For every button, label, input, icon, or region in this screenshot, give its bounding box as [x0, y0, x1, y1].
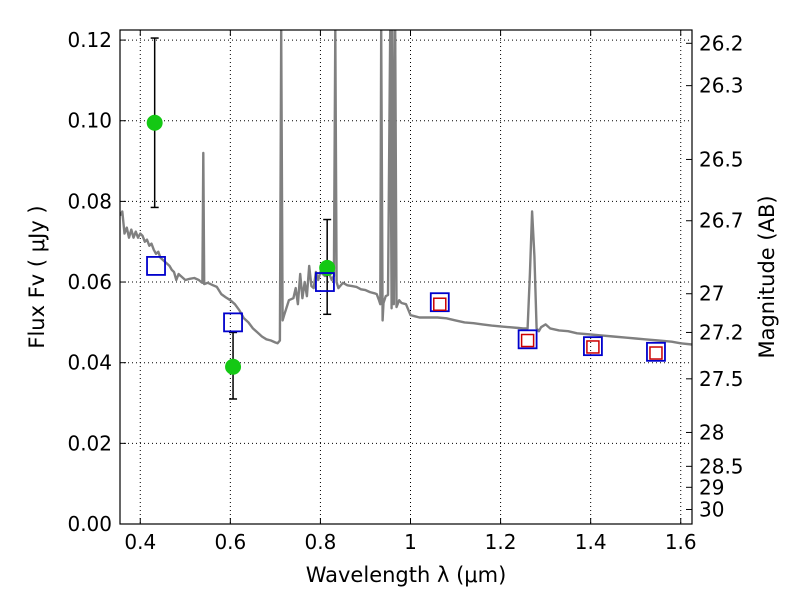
x-axis-ticks: 0.4 0.6 0.8 1 1.2 1.4 1.6 [124, 30, 697, 554]
x-tick-label: 0.6 [214, 530, 246, 554]
x-axis-title: Wavelength λ (μm) [306, 563, 507, 587]
model-flux-square [146, 256, 166, 276]
right-tick-label: 27.2 [699, 320, 744, 344]
right-axis-title: Magnitude (AB) [755, 195, 779, 358]
error-bars [150, 37, 332, 400]
right-tick-label: 28 [699, 420, 724, 444]
x-tick-label: 1 [404, 530, 417, 554]
observed-flux-point [225, 358, 242, 375]
model-flux-square [223, 312, 243, 333]
model-flux-square [315, 272, 335, 292]
y-tick-label: 0.10 [67, 109, 112, 133]
right-tick-label: 29 [699, 475, 724, 499]
model-spectrum [120, 30, 692, 346]
model-flux-square [646, 341, 666, 362]
right-tick-label: 27.5 [699, 367, 744, 391]
x-tick-label: 1.2 [485, 530, 517, 554]
right-tick-label: 27 [699, 282, 724, 306]
model-flux-square [517, 329, 538, 350]
x-tick-label: 1.4 [575, 530, 607, 554]
y-axis-title: Flux Fv ( μJy ) [25, 205, 49, 348]
model-flux-square-red [649, 346, 663, 360]
right-tick-label: 26.3 [699, 74, 744, 98]
right-tick-label: 30 [699, 497, 724, 521]
model-flux-square [583, 336, 603, 357]
observed-flux-point [146, 114, 163, 131]
right-tick-label: 28.5 [699, 454, 744, 478]
x-tick-label: 0.4 [124, 530, 156, 554]
plot-frame [119, 29, 693, 525]
y-tick-label: 0.12 [67, 28, 112, 52]
right-tick-label: 26.7 [699, 209, 744, 233]
x-tick-label: 0.8 [305, 530, 337, 554]
y-tick-label: 0.04 [67, 351, 112, 375]
model-flux-square-red [586, 340, 600, 354]
right-tick-label: 26.2 [699, 31, 744, 55]
model-flux-square-red [433, 297, 447, 311]
y-axis-ticks: 0.00 0.02 0.04 0.06 0.08 0.10 0.12 [67, 28, 126, 536]
right-tick-label: 26.5 [699, 147, 744, 171]
y-tick-label: 0.08 [67, 189, 112, 213]
data-markers [146, 114, 666, 375]
model-flux-square-red [520, 333, 535, 348]
x-tick-label: 1.6 [665, 530, 697, 554]
y-tick-label: 0.02 [67, 431, 112, 455]
grid-lines [120, 30, 692, 525]
spectrum-line [120, 30, 692, 346]
model-flux-square [429, 292, 450, 313]
y-tick-label: 0.06 [67, 270, 112, 294]
observed-flux-point [319, 259, 336, 276]
y-tick-label: 0.00 [67, 512, 112, 536]
